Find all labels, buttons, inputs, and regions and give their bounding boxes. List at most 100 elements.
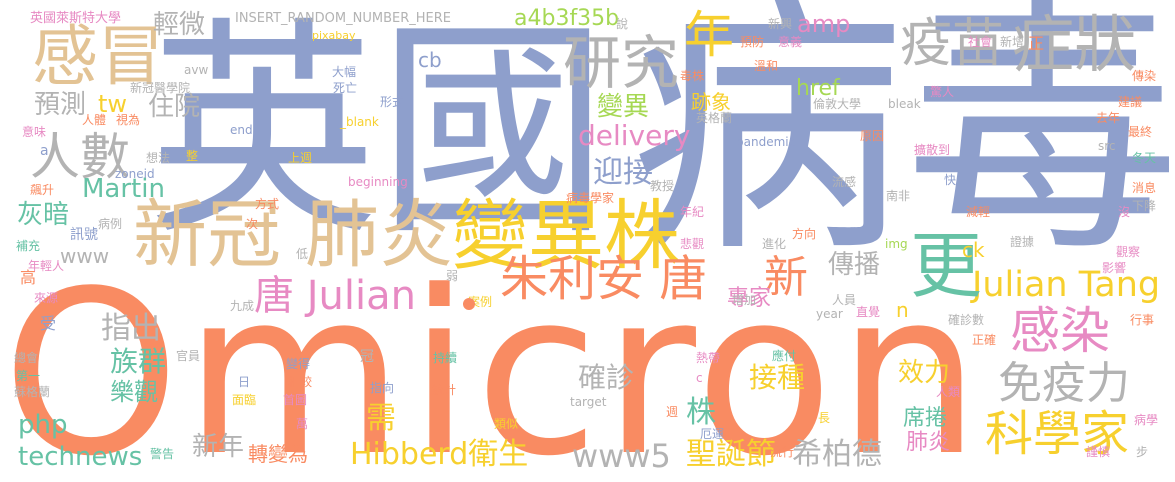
word-say: 說 [616, 17, 629, 31]
word-src: src [1098, 139, 1116, 153]
word-mild: 輕微 [153, 10, 206, 40]
word-source: 來源 [34, 291, 59, 305]
word-similar: 類似 [494, 417, 519, 431]
word-hibberd-cn: 希柏德 [792, 437, 882, 472]
word-low: 低 [296, 247, 309, 261]
word-c: c [696, 371, 703, 385]
word-omicron: Omicron [2, 243, 985, 482]
word-head-pic: 首圖 [283, 393, 308, 407]
word-mild-2: 溫和 [754, 59, 779, 73]
word-christmas: 聖誕節 [686, 437, 776, 472]
word-first: 第一 [16, 369, 41, 383]
word-new-year: 新年 [192, 432, 245, 462]
word-cases: 病例 [98, 217, 123, 231]
word-amazing: 驚人 [930, 85, 955, 99]
word-a4b3f35b: a4b3f35b [514, 6, 620, 31]
word-england: 英格蘭 [696, 111, 733, 125]
word-zoneid: zoneid [115, 167, 155, 181]
word-face: 面臨 [232, 393, 257, 407]
word-cb: cb [418, 48, 442, 72]
word-vaccine: 疫苗 [900, 14, 1005, 74]
word-professor: 教授 [650, 179, 675, 193]
word-point-to: 指向 [370, 381, 395, 395]
word-observe: 觀察 [1116, 245, 1141, 259]
word-weak: 弱 [446, 269, 459, 283]
word-epidemic: 流行 [770, 445, 795, 459]
word-blank: _blank [340, 115, 379, 129]
word-scotland: 蘇格蘭 [14, 385, 51, 399]
word-ninety: 九成 [230, 299, 255, 313]
word-human: 人類 [936, 385, 961, 399]
word-pessimistic: 悲觀 [680, 237, 705, 251]
word-cold: 感冒 [32, 18, 164, 95]
word-amp: amp [797, 10, 851, 38]
word-need: 需 [366, 401, 396, 436]
word-advise: 建議 [1118, 95, 1143, 109]
word-pixabay: pixabay [312, 29, 356, 42]
word-a: a [40, 143, 49, 159]
word-confirmed: 確診 [578, 361, 635, 394]
word-vaccinate: 接種 [749, 361, 806, 394]
word-news: 消息 [1132, 181, 1157, 195]
word-increase: 增加 [732, 293, 757, 307]
word-statistics: 統計 [432, 383, 457, 397]
word-variant-strain: 變異株 [452, 191, 680, 280]
word-hospital: 住院 [148, 92, 201, 122]
word-expert: 專家 [727, 286, 772, 311]
word-infection: 感染 [1010, 302, 1110, 360]
word-variant: 變異 [597, 92, 650, 122]
word-flu: 流感 [832, 175, 857, 189]
word-evidence: 證據 [1010, 235, 1035, 249]
word-epidemiology: 病學 [1134, 413, 1159, 427]
word-new: 新 [764, 252, 808, 303]
dot-mark [463, 298, 475, 310]
word-julian-tang: Julian Tang [972, 265, 1161, 305]
word-young: 年輕人 [28, 259, 65, 273]
word-evolve: 進化 [762, 237, 787, 251]
word-continue: 持續 [433, 351, 458, 365]
word-avw: avw [184, 63, 209, 77]
word-soar: 飆升 [30, 183, 55, 197]
word-time: 次 [246, 217, 259, 231]
word-week: 週 [666, 405, 679, 419]
word-spread-to: 擴散到 [914, 143, 951, 157]
word-www5: www5 [572, 437, 671, 475]
word-warning: 警告 [150, 447, 175, 461]
word-personnel: 人員 [832, 293, 857, 307]
word-point-out: 指出 [101, 311, 161, 346]
word-beginning: beginning [348, 175, 408, 189]
word-compare: 相較 [288, 375, 313, 389]
word-covid: 新冠 [133, 192, 281, 278]
word-efficacy: 效力 [898, 358, 951, 388]
word-receive: 受 [40, 314, 57, 333]
word-sign: 跡象 [691, 90, 731, 114]
word-ten-thousand: 萬 [296, 417, 309, 431]
word-scientist: 科學家 [985, 406, 1130, 462]
word-pneumonia: 肺炎 [305, 192, 453, 278]
word-delivery: delivery [578, 119, 691, 152]
word-end: end [230, 123, 253, 137]
word-n: n [896, 298, 909, 322]
word-strain: 株 [686, 395, 716, 430]
word-careful: 謹慎 [1086, 445, 1111, 459]
word-pneumonia-small: 肺炎 [906, 430, 951, 455]
word-optimistic: 樂觀 [110, 378, 158, 406]
word-college: 新冠醫學院 [130, 81, 191, 95]
word-regard-as: 視為 [116, 113, 141, 127]
word-emerging: 新興 [768, 17, 793, 31]
word-last-week: 上週 [288, 151, 313, 165]
word-decline: 下降 [1132, 199, 1157, 213]
word-age: 年紀 [680, 205, 705, 219]
word-href: href [796, 76, 840, 101]
word-ucl: 倫敦大學 [813, 97, 862, 111]
word-greatly: 大幅 [332, 65, 357, 79]
word-winter: 冬天 [1132, 151, 1157, 165]
word-no: 沒 [1118, 205, 1131, 219]
word-bleak: bleak [888, 97, 921, 111]
word-fast: 快 [944, 173, 957, 187]
word-year: 年 [684, 6, 734, 64]
word-confirmed-count: 確診數 [948, 313, 985, 327]
word-reduce: 減輕 [966, 205, 991, 219]
word-positive: 正 [1028, 34, 1045, 53]
word-technews: technews [18, 442, 143, 472]
